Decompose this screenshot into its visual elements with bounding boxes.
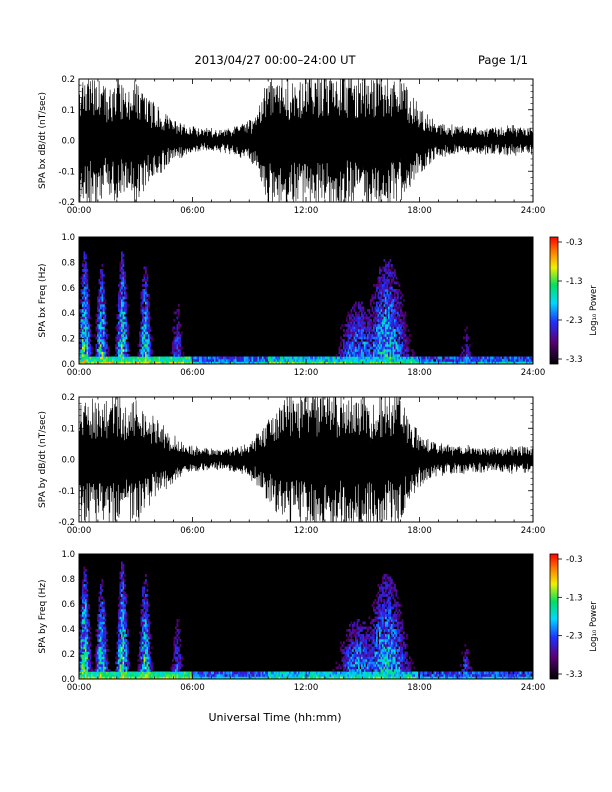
panel-2-y-axis-label: SPA bx Freq (Hz) [38, 263, 48, 337]
panel-1-y-tick-label: 0.2 [61, 75, 75, 85]
panel-4-y-tick-label: 0.4 [61, 625, 75, 635]
panel-2-x-tick-label: 12:00 [294, 368, 319, 378]
panel-4-x-tick-label: 12:00 [294, 683, 319, 693]
panel-3-x-tick-label: 24:00 [521, 526, 546, 536]
panel-3-x-tick-label: 06:00 [180, 526, 205, 536]
panel-2-y-tick-label: 0.4 [61, 309, 75, 319]
panel-1-waveform [79, 79, 533, 202]
colorbar-2-annotations: -0.3 -1.3 -2.3 -3.3 Log₁₀ Power [558, 555, 599, 680]
panel-2-y-tick-label: 0.2 [61, 335, 75, 345]
colorbar-2 [549, 553, 559, 680]
panel-3: 00:00 06:00 12:00 18:00 24:00 0.2 0.1 0.0 -0.1 -0… [38, 393, 545, 536]
panel-4-spectrogram [79, 561, 533, 680]
panel-4-y-tick-label: 1.0 [61, 550, 75, 560]
page-title: 2013/04/27 00:00–24:00 UT [194, 53, 356, 67]
panel-4-x-tick-label: 24:00 [521, 683, 546, 693]
colorbar-1-label: Log₁₀ Power [589, 285, 599, 336]
panel-3-y-tick-label: -0.2 [58, 518, 75, 528]
colorbar-2-tick-label: -2.3 [566, 632, 583, 642]
panel-4-x-tick-label: 00:00 [67, 683, 92, 693]
panel-1-y-axis-label: SPA bx dB/dt (nT/sec) [38, 92, 48, 189]
panel-1-y-tick-label: -0.2 [58, 198, 75, 208]
colorbar-1-tick-label: -2.3 [566, 316, 583, 326]
panel-3-x-tick-label: 00:00 [67, 526, 92, 536]
panel-2-x-tick-label: 00:00 [67, 368, 92, 378]
colorbar-2-scale [549, 553, 559, 680]
panel-2-y-tick-label: 0.6 [61, 284, 75, 294]
colorbar-1-tick-label: -0.3 [566, 238, 583, 248]
colorbar-1-scale [549, 236, 559, 365]
colorbar-2-label: Log₁₀ Power [589, 601, 599, 652]
panel-1: 00:00 06:00 12:00 18:00 24:00 0.2 0.1 0.0 -0.1 -0… [38, 75, 545, 216]
panel-4-y-tick-label: 0.2 [61, 650, 75, 660]
panel-2-spectrogram-bg [79, 237, 533, 364]
panel-3-y-axis-label: SPA by dB/dt (nT/sec) [38, 411, 48, 508]
panel-3-y-tick-label: 0.0 [61, 456, 75, 466]
panel-4-x-tick-label: 06:00 [180, 683, 205, 693]
page-number: Page 1/1 [478, 53, 528, 67]
panel-4-y-tick-label: 0.6 [61, 600, 75, 610]
panel-3-waveform [79, 397, 533, 522]
colorbar-1-annotations: -0.3 -1.3 -2.3 -3.3 Log₁₀ Power [558, 238, 599, 365]
colorbar-2-tick-label: -1.3 [566, 593, 583, 603]
panel-1-x-tick-label: 24:00 [521, 206, 546, 216]
panel-3-y-tick-label: 0.2 [61, 393, 75, 403]
panel-2-y-tick-label: 0.8 [61, 258, 75, 268]
panel-1-y-tick-label: -0.1 [58, 167, 75, 177]
panel-3-x-tick-label: 12:00 [294, 526, 319, 536]
panel-4-y-tick-label: 0.0 [61, 675, 75, 685]
panel-4-spectrogram-bg [79, 554, 533, 679]
panel-3-y-tick-label: 0.1 [61, 424, 75, 434]
panel-4-x-tick-label: 18:00 [407, 683, 432, 693]
panel-2-x-tick-label: 18:00 [407, 368, 432, 378]
panel-2-x-tick-label: 24:00 [521, 368, 546, 378]
colorbar-1-tick-label: -3.3 [566, 355, 583, 365]
colorbar-1 [549, 236, 559, 365]
panel-2-spectrogram [79, 251, 533, 365]
panel-4: 00:00 06:00 12:00 18:00 24:00 1.0 0.8 0.6 0.4 0.2… [38, 550, 545, 693]
colorbar-2-tick-label: -0.3 [566, 555, 583, 565]
panel-1-x-tick-label: 06:00 [180, 206, 205, 216]
panel-2-x-tick-label: 06:00 [180, 368, 205, 378]
colorbar-1-tick-label: -1.3 [566, 277, 583, 287]
panel-3-y-tick-label: -0.1 [58, 487, 75, 497]
panel-4-y-tick-label: 0.8 [61, 575, 75, 585]
panel-2-y-tick-label: 1.0 [61, 233, 75, 243]
colorbar-2-tick-label: -3.3 [566, 670, 583, 680]
x-axis-label: Universal Time (hh:mm) [209, 711, 342, 724]
panel-1-y-tick-label: 0.0 [61, 137, 75, 147]
panel-1-y-tick-label: 0.1 [61, 106, 75, 116]
panel-3-x-tick-label: 18:00 [407, 526, 432, 536]
panel-4-y-axis-label: SPA by Freq (Hz) [38, 579, 48, 653]
panel-1-x-tick-label: 18:00 [407, 206, 432, 216]
panel-1-x-tick-label: 00:00 [67, 206, 92, 216]
panel-1-x-tick-label: 12:00 [294, 206, 319, 216]
panel-2-y-tick-label: 0.0 [61, 360, 75, 370]
panel-2: 00:00 06:00 12:00 18:00 24:00 1.0 0.8 0.6 0.4 0.2… [38, 233, 545, 378]
